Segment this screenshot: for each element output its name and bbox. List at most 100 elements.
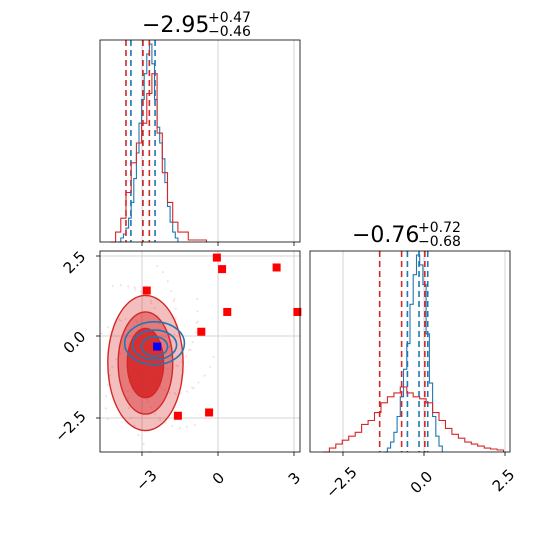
xtick-label-0-br: 0.0 [407,468,437,498]
panel-top-left: −2.95 +0.47 −0.46 [99,10,301,246]
background-sample-point [124,317,127,320]
histogram-series-blue [118,43,179,243]
background-sample-point [163,388,166,391]
background-sample-point [209,365,212,368]
background-sample-point [172,299,175,302]
background-sample-point [195,321,198,324]
background-sample-point [133,424,136,427]
background-sample-point [153,307,156,310]
background-sample-point [191,386,194,389]
background-sample-point [173,392,176,395]
histogram-series-red [322,386,505,453]
background-sample-point [105,395,108,398]
background-sample-point [171,425,174,428]
background-sample-point [186,390,189,393]
background-sample-point [160,386,163,389]
background-sample-point [115,358,118,361]
axes-frame-top-left [99,39,301,243]
xtick-label-0: 0 [209,469,228,488]
background-sample-point [106,326,109,329]
background-sample-point [119,352,122,355]
background-sample-point [158,416,161,419]
background-sample-point [146,398,149,401]
background-sample-point [100,332,103,335]
background-sample-point [179,392,182,395]
background-sample-point [119,319,122,322]
red-marker-point [205,408,214,417]
background-sample-point [159,419,162,422]
background-sample-point [129,416,132,419]
red-marker-point [142,286,151,295]
background-sample-point [128,406,131,409]
background-sample-point [174,393,177,396]
title-bottom-right-lower: −0.68 [418,234,461,250]
background-sample-point [173,333,176,336]
background-sample-point [156,264,159,267]
histogram-series-blue [384,254,443,453]
background-sample-point [180,360,183,363]
blue-marker-point [153,342,162,351]
ytick-label-minus2p5: −2.5 [51,407,89,445]
red-marker-point [218,265,227,274]
background-sample-point [149,406,152,409]
background-sample-point [191,340,194,343]
background-sample-point [196,320,199,323]
background-sample-point [173,297,176,300]
background-sample-point [119,284,122,287]
background-sample-point [146,401,149,404]
ytick-label-0: 0.0 [60,328,90,358]
background-sample-point [175,364,178,367]
ytick-label-2p5: 2.5 [60,248,90,278]
blue-contour-level-2 [140,335,169,358]
background-sample-point [162,271,165,274]
background-sample-point [133,286,136,289]
background-sample-point [196,298,199,301]
background-sample-point [104,407,107,410]
background-sample-point [185,355,188,358]
background-sample-point [134,288,137,291]
blue-contour-level-0 [123,321,186,366]
background-sample-point [127,285,130,288]
red-marker-point [212,253,221,262]
xtick-label-3: 3 [285,469,304,488]
background-sample-point [123,347,126,350]
background-sample-point [111,365,114,368]
red-marker-point [197,327,206,336]
background-sample-point [188,349,191,352]
title-top-left: −2.95 [142,13,209,38]
background-sample-point [154,413,157,416]
background-sample-point [106,384,109,387]
background-sample-point [174,317,177,320]
background-sample-point [118,318,121,321]
red-marker-point [272,263,281,272]
background-sample-point [145,295,148,298]
axes-frame-bottom-left [99,250,301,453]
background-sample-point [164,421,167,424]
panel-bottom-right: −2.5 0.0 2.5 −0.76 +0.72 −0.68 [309,220,519,502]
background-sample-point [170,340,173,343]
background-sample-point [193,424,196,427]
background-sample-point [176,364,179,367]
title-bottom-right: −0.76 [352,223,419,248]
background-sample-point [197,381,200,384]
background-sample-point [126,389,129,392]
xtick-label-2p5-br: 2.5 [489,466,519,496]
histogram-series-red [110,73,208,243]
background-sample-point [127,397,130,400]
background-sample-point [174,307,177,310]
background-sample-point [137,434,140,437]
title-bottom-right-upper: +0.72 [418,220,461,236]
background-sample-point [194,331,197,334]
background-sample-point [178,427,181,430]
title-top-left-lower: −0.46 [208,24,251,40]
background-sample-point [140,290,143,293]
xtick-label-minus3: −3 [132,466,160,494]
background-sample-point [203,374,206,377]
background-sample-point [111,284,114,287]
background-sample-point [149,299,152,302]
background-sample-point [212,355,215,358]
background-sample-point [109,374,112,377]
background-sample-point [170,290,173,293]
background-sample-point [166,280,169,283]
